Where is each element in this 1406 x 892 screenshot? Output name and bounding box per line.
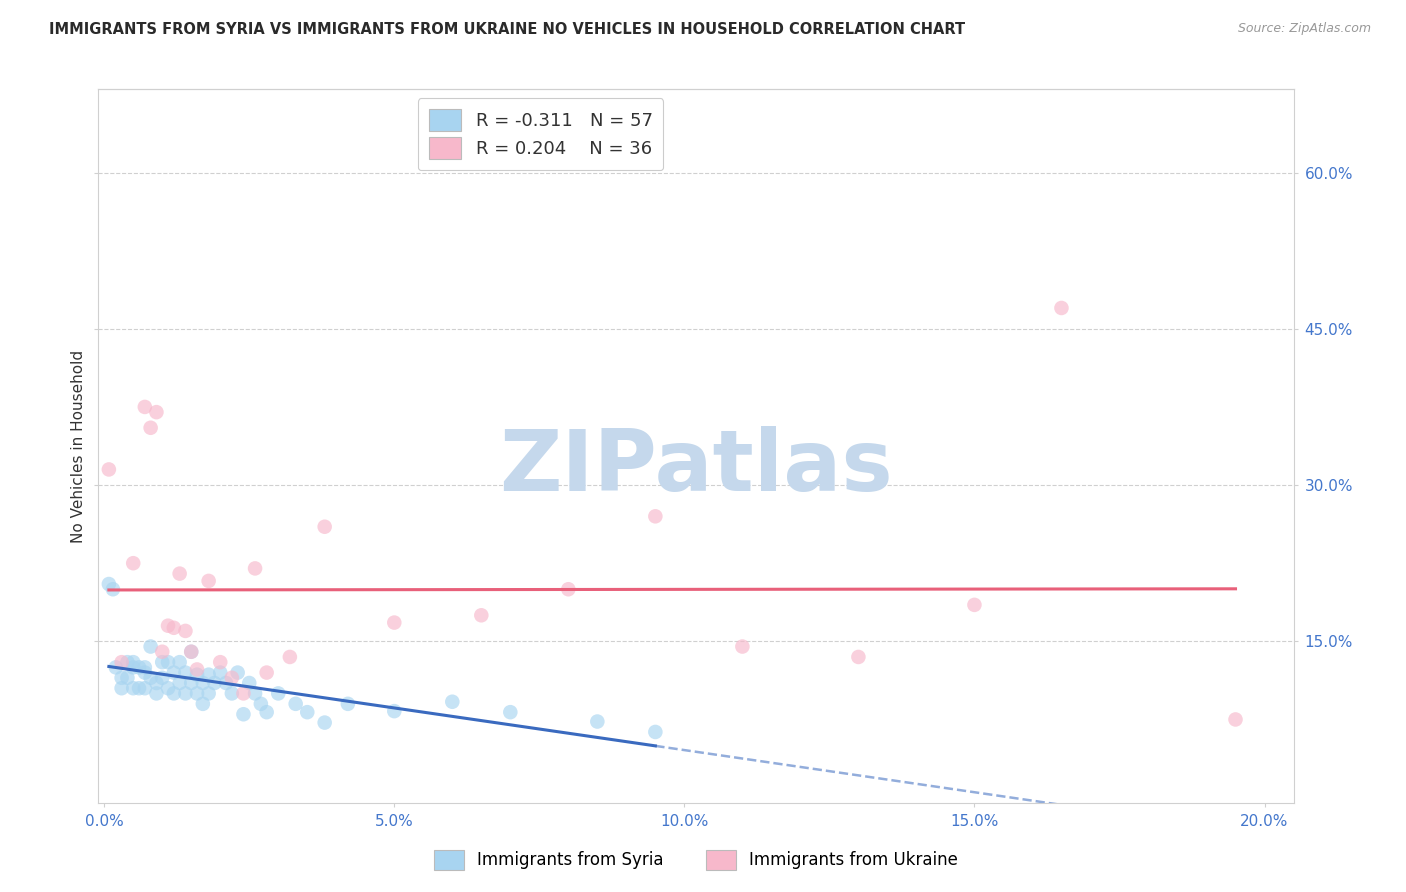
Point	[250, 697, 273, 711]
Point	[157, 681, 180, 696]
Text: ZIPatlas: ZIPatlas	[499, 425, 893, 509]
Point	[221, 686, 243, 700]
Point	[122, 681, 145, 696]
Point	[145, 686, 167, 700]
Point	[284, 697, 307, 711]
Point	[441, 695, 464, 709]
Point	[256, 665, 278, 680]
Point	[122, 660, 145, 674]
Point	[1225, 713, 1247, 727]
Point	[186, 667, 208, 681]
Point	[104, 660, 127, 674]
Point	[278, 649, 301, 664]
Point	[232, 686, 254, 700]
Point	[191, 676, 214, 690]
Point	[204, 676, 226, 690]
Point	[134, 660, 156, 674]
Point	[111, 671, 134, 685]
Point	[117, 655, 139, 669]
Point	[382, 704, 405, 718]
Point	[101, 582, 124, 597]
Point	[150, 655, 173, 669]
Point	[848, 649, 870, 664]
Point	[97, 577, 120, 591]
Point	[243, 561, 266, 575]
Text: Source: ZipAtlas.com: Source: ZipAtlas.com	[1237, 22, 1371, 36]
Point	[209, 655, 232, 669]
Point	[226, 665, 249, 680]
Point	[180, 676, 202, 690]
Point	[180, 645, 202, 659]
Point	[209, 665, 232, 680]
Point	[256, 705, 278, 719]
Point	[238, 676, 260, 690]
Point	[163, 686, 186, 700]
Point	[145, 405, 167, 419]
Point	[163, 621, 186, 635]
Point	[314, 520, 336, 534]
Point	[169, 566, 191, 581]
Point	[186, 663, 208, 677]
Text: IMMIGRANTS FROM SYRIA VS IMMIGRANTS FROM UKRAINE NO VEHICLES IN HOUSEHOLD CORREL: IMMIGRANTS FROM SYRIA VS IMMIGRANTS FROM…	[49, 22, 966, 37]
Point	[139, 640, 162, 654]
Point	[297, 705, 319, 719]
Point	[197, 574, 219, 588]
Point	[145, 676, 167, 690]
Point	[314, 715, 336, 730]
Point	[128, 660, 150, 674]
Point	[134, 665, 156, 680]
Point	[221, 671, 243, 685]
Point	[117, 671, 139, 685]
Point	[197, 667, 219, 681]
Point	[169, 655, 191, 669]
Y-axis label: No Vehicles in Household: No Vehicles in Household	[70, 350, 86, 542]
Point	[644, 509, 666, 524]
Point	[197, 686, 219, 700]
Point	[111, 681, 134, 696]
Point	[150, 671, 173, 685]
Point	[1050, 301, 1073, 315]
Point	[243, 686, 266, 700]
Point	[134, 681, 156, 696]
Point	[267, 686, 290, 700]
Point	[186, 686, 208, 700]
Point	[336, 697, 359, 711]
Point	[122, 556, 145, 570]
Point	[731, 640, 754, 654]
Point	[150, 645, 173, 659]
Point	[586, 714, 609, 729]
Point	[97, 462, 120, 476]
Point	[157, 618, 180, 632]
Point	[174, 686, 197, 700]
Point	[139, 421, 162, 435]
Point	[470, 608, 492, 623]
Point	[157, 655, 180, 669]
Point	[499, 705, 522, 719]
Point	[644, 725, 666, 739]
Point	[128, 681, 150, 696]
Legend: Immigrants from Syria, Immigrants from Ukraine: Immigrants from Syria, Immigrants from U…	[427, 843, 965, 877]
Point	[180, 645, 202, 659]
Point	[139, 671, 162, 685]
Point	[163, 665, 186, 680]
Point	[557, 582, 579, 597]
Point	[174, 624, 197, 638]
Point	[169, 676, 191, 690]
Point	[191, 697, 214, 711]
Point	[134, 400, 156, 414]
Point	[382, 615, 405, 630]
Point	[111, 655, 134, 669]
Point	[174, 665, 197, 680]
Point	[122, 655, 145, 669]
Point	[963, 598, 986, 612]
Point	[215, 676, 238, 690]
Point	[232, 707, 254, 722]
